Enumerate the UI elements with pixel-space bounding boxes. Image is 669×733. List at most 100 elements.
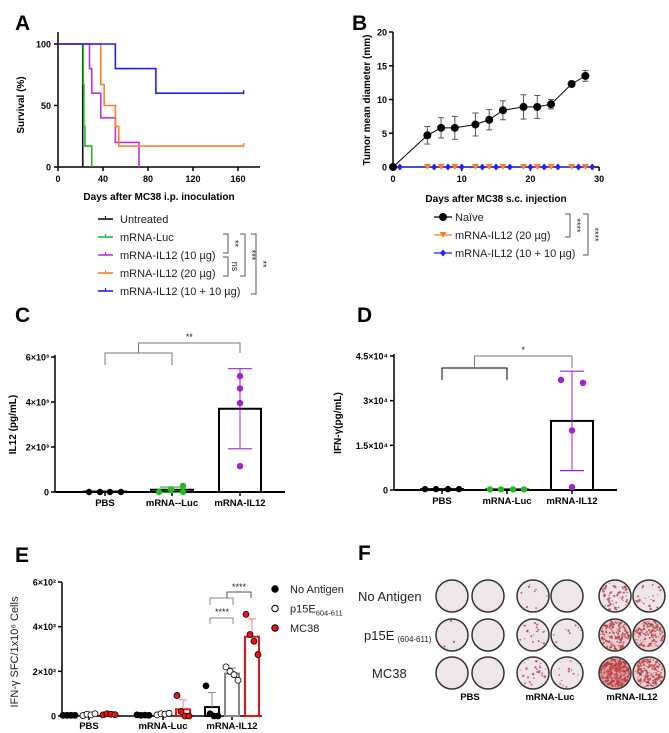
spot — [617, 677, 619, 679]
spot — [621, 596, 624, 599]
data-point — [458, 163, 465, 171]
spot — [634, 673, 636, 675]
spot — [640, 642, 643, 645]
spot — [545, 668, 547, 670]
spot — [618, 630, 621, 633]
data-point — [437, 164, 445, 170]
data-point — [236, 399, 244, 407]
spot — [443, 645, 446, 648]
spot — [614, 685, 617, 688]
data-point — [236, 372, 244, 380]
spot — [609, 623, 612, 626]
spot — [627, 602, 629, 604]
spot — [567, 670, 570, 673]
data-point — [509, 486, 517, 493]
spot — [645, 670, 649, 674]
spot — [618, 591, 622, 594]
data-point — [432, 485, 440, 493]
elispot-well — [598, 579, 632, 613]
spot — [646, 630, 648, 633]
data-point — [498, 106, 507, 115]
x-tick-label: 80 — [143, 174, 153, 184]
spot — [611, 625, 613, 627]
data-point — [451, 164, 459, 170]
spot — [565, 628, 567, 631]
spot — [620, 678, 623, 682]
spot — [539, 662, 542, 665]
spot — [531, 672, 535, 676]
spot — [603, 637, 606, 640]
spot — [536, 668, 538, 671]
spot — [656, 666, 660, 669]
data-point — [519, 102, 528, 111]
spot — [649, 642, 653, 645]
spot — [605, 677, 607, 679]
spot — [525, 605, 529, 609]
spot — [617, 684, 619, 686]
survival-curve-mrna-il12-20-g — [58, 43, 244, 147]
spot — [618, 627, 621, 630]
spot — [604, 676, 606, 679]
spot — [610, 636, 613, 638]
spot — [604, 666, 607, 668]
x-axis-label: Days after MC38 s.c. injection — [425, 194, 566, 205]
legend-marker-mc38 — [271, 624, 279, 632]
spot — [637, 627, 639, 629]
spot — [637, 680, 640, 683]
spot — [606, 676, 608, 678]
spot — [559, 682, 562, 685]
spot — [570, 660, 572, 662]
x-tick-label: 30 — [594, 174, 604, 184]
data-point — [236, 385, 244, 392]
spot — [615, 631, 618, 634]
data-point — [423, 131, 432, 140]
spot — [607, 635, 609, 637]
spot — [565, 685, 568, 688]
spot — [649, 637, 651, 640]
spot — [660, 671, 662, 674]
spot — [615, 670, 618, 673]
spot — [636, 628, 640, 632]
y-axis-label: IFN-γ(pg/mL) — [333, 392, 344, 454]
spot — [651, 633, 653, 635]
spot — [655, 672, 658, 675]
survival-curve-mrna-il12-10-g — [58, 43, 140, 167]
spot — [612, 644, 615, 647]
spot — [601, 588, 604, 591]
spot — [620, 638, 623, 640]
panel-label-d: D — [357, 304, 372, 327]
y-tick-label: 15 — [377, 61, 387, 71]
spot — [644, 634, 647, 636]
spot — [637, 667, 640, 670]
spot — [626, 670, 628, 673]
spot — [653, 620, 656, 623]
data-point — [167, 486, 175, 493]
legend-item-mrna-il12-10-10-g: mRNA-IL12 (10 + 10 µg) — [98, 286, 240, 298]
spot — [577, 626, 579, 629]
spot — [534, 666, 537, 669]
spot — [600, 673, 603, 676]
data-point — [541, 163, 548, 171]
spot — [648, 659, 651, 662]
spot — [654, 661, 658, 664]
spot — [640, 664, 643, 667]
y-tick-label: 100 — [36, 40, 51, 50]
spot — [658, 663, 661, 667]
spot — [623, 680, 625, 683]
spot — [625, 595, 628, 597]
data-point — [173, 692, 181, 699]
category-label: PBS — [79, 721, 99, 732]
spot — [610, 682, 613, 685]
spot — [613, 658, 615, 661]
data-point — [479, 163, 486, 171]
y-tick-label: 10 — [377, 95, 387, 105]
y-tick-label: 2×10² — [33, 667, 56, 677]
spot — [618, 664, 621, 666]
category-label: mRNA-Luc — [138, 721, 187, 732]
data-point — [499, 164, 507, 170]
spot — [634, 639, 637, 641]
data-point — [117, 488, 125, 496]
spot — [535, 588, 537, 591]
significance-bracket — [474, 355, 573, 368]
spot — [642, 681, 644, 683]
